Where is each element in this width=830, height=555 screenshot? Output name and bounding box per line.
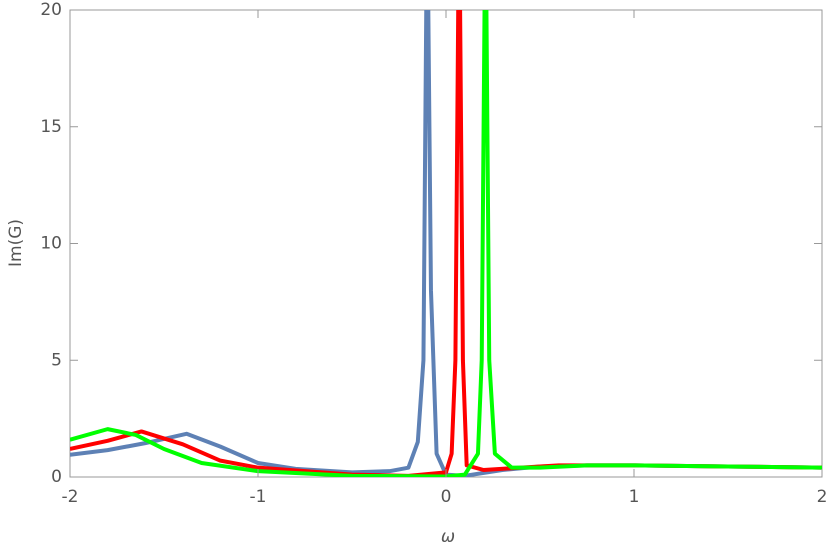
plot-frame	[69, 9, 823, 478]
data-line	[70, 10, 822, 477]
x-tick-label: -1	[250, 487, 267, 507]
x-tick-label: -2	[62, 487, 79, 507]
x-tick-label: 0	[441, 487, 452, 507]
x-axis-label: ω	[441, 527, 455, 547]
x-tick-label: 1	[629, 487, 640, 507]
y-tick-label: 10	[40, 234, 62, 254]
x-tick-label: 2	[817, 487, 828, 507]
y-tick-label: 15	[40, 117, 62, 137]
y-tick-label: 0	[51, 467, 62, 487]
y-tick-label: 5	[51, 350, 62, 370]
y-tick-label: 20	[40, 0, 62, 20]
data-line	[70, 10, 822, 477]
y-axis-label: Im(G)	[6, 219, 26, 267]
data-line	[70, 10, 822, 477]
